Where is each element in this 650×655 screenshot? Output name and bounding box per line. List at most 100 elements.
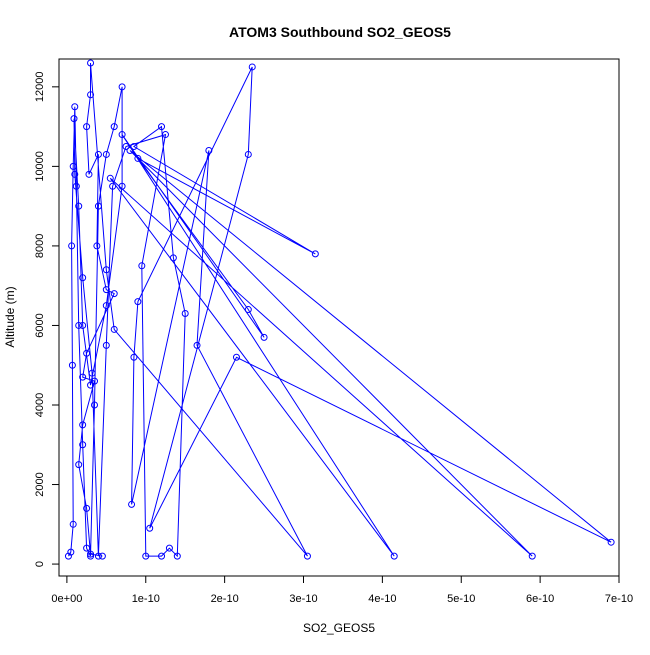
data-point xyxy=(90,377,98,385)
x-tick-label: 3e-10 xyxy=(289,593,317,605)
data-point xyxy=(193,341,201,349)
data-point xyxy=(83,504,91,512)
data-point xyxy=(126,146,134,154)
y-tick-label: 12000 xyxy=(34,72,46,103)
data-point xyxy=(94,552,102,560)
data-point xyxy=(130,142,138,150)
data-point xyxy=(146,524,154,532)
data-point xyxy=(68,361,76,369)
data-point xyxy=(109,182,117,190)
y-tick-label: 0 xyxy=(34,561,46,567)
y-tick-label: 10000 xyxy=(34,151,46,182)
data-point xyxy=(87,552,95,560)
data-point xyxy=(122,142,130,150)
x-tick-label: 0e+00 xyxy=(51,593,82,605)
data-point xyxy=(142,552,150,560)
data-point xyxy=(205,146,213,154)
data-point xyxy=(87,381,95,389)
data-point xyxy=(79,321,87,329)
data-point xyxy=(138,262,146,270)
chart-title: ATOM3 Southbound SO2_GEOS5 xyxy=(229,24,451,40)
data-point xyxy=(75,321,83,329)
data-point xyxy=(607,538,615,546)
data-point xyxy=(173,552,181,560)
y-tick-label: 6000 xyxy=(34,313,46,337)
data-point xyxy=(244,150,252,158)
series-line xyxy=(68,62,612,558)
data-point xyxy=(311,250,319,258)
data-point xyxy=(232,353,240,361)
data-point xyxy=(110,325,118,333)
data-point xyxy=(79,373,87,381)
data-point xyxy=(161,131,169,139)
data-point xyxy=(181,310,189,318)
data-point xyxy=(88,369,96,377)
data-point xyxy=(71,170,79,178)
x-axis: 0e+00 1e-10 2e-10 3e-10 4e-10 5e-10 6e-10 7e-10 xyxy=(51,575,633,605)
data-point xyxy=(118,182,126,190)
data-point xyxy=(118,83,126,91)
data-point xyxy=(79,274,87,282)
data-point xyxy=(106,174,114,182)
y-axis-label: Altitude (m) xyxy=(3,286,17,347)
data-point xyxy=(130,353,138,361)
x-tick-label: 1e-10 xyxy=(132,593,160,605)
data-point xyxy=(87,59,95,67)
data-point xyxy=(102,266,110,274)
data-point xyxy=(110,290,118,298)
data-point xyxy=(79,421,87,429)
data-point xyxy=(79,441,87,449)
data-point xyxy=(244,306,252,314)
data-point xyxy=(83,123,91,131)
data-point xyxy=(260,333,268,341)
x-tick-label: 4e-10 xyxy=(368,593,396,605)
data-point xyxy=(110,123,118,131)
data-point xyxy=(75,461,83,469)
data-point xyxy=(303,552,311,560)
y-tick-label: 4000 xyxy=(34,393,46,417)
data-point xyxy=(69,162,77,170)
data-point xyxy=(118,131,126,139)
data-point xyxy=(67,548,75,556)
data-point xyxy=(64,552,72,560)
data-point xyxy=(90,401,98,409)
data-point xyxy=(83,349,91,357)
data-point xyxy=(85,170,93,178)
data-point xyxy=(93,242,101,250)
data-point xyxy=(87,91,95,99)
x-tick-label: 2e-10 xyxy=(211,593,239,605)
x-tick-label: 5e-10 xyxy=(447,593,475,605)
data-point xyxy=(165,544,173,552)
data-point xyxy=(98,552,106,560)
data-point xyxy=(102,150,110,158)
data-point xyxy=(71,103,79,111)
data-point xyxy=(102,302,110,310)
data-point xyxy=(72,182,80,190)
x-axis-label: SO2_GEOS5 xyxy=(303,621,375,635)
data-point xyxy=(87,550,95,558)
x-tick-label: 6e-10 xyxy=(526,593,554,605)
data-point xyxy=(248,63,256,71)
data-point xyxy=(390,552,398,560)
data-point xyxy=(134,298,142,306)
data-point xyxy=(102,341,110,349)
data-point xyxy=(528,552,536,560)
y-tick-label: 8000 xyxy=(34,234,46,258)
data-point xyxy=(69,520,77,528)
data-point xyxy=(94,150,102,158)
data-point xyxy=(68,242,76,250)
y-axis: 0 2000 4000 6000 8000 10000 12000 xyxy=(34,72,60,567)
data-point xyxy=(128,500,136,508)
data-point xyxy=(83,544,91,552)
data-point xyxy=(75,202,83,210)
data-point xyxy=(158,552,166,560)
x-tick-label: 7e-10 xyxy=(605,593,633,605)
series-layer xyxy=(64,59,615,560)
data-point xyxy=(102,286,110,294)
y-tick-label: 2000 xyxy=(34,472,46,496)
data-point xyxy=(70,115,78,123)
data-point xyxy=(158,123,166,131)
